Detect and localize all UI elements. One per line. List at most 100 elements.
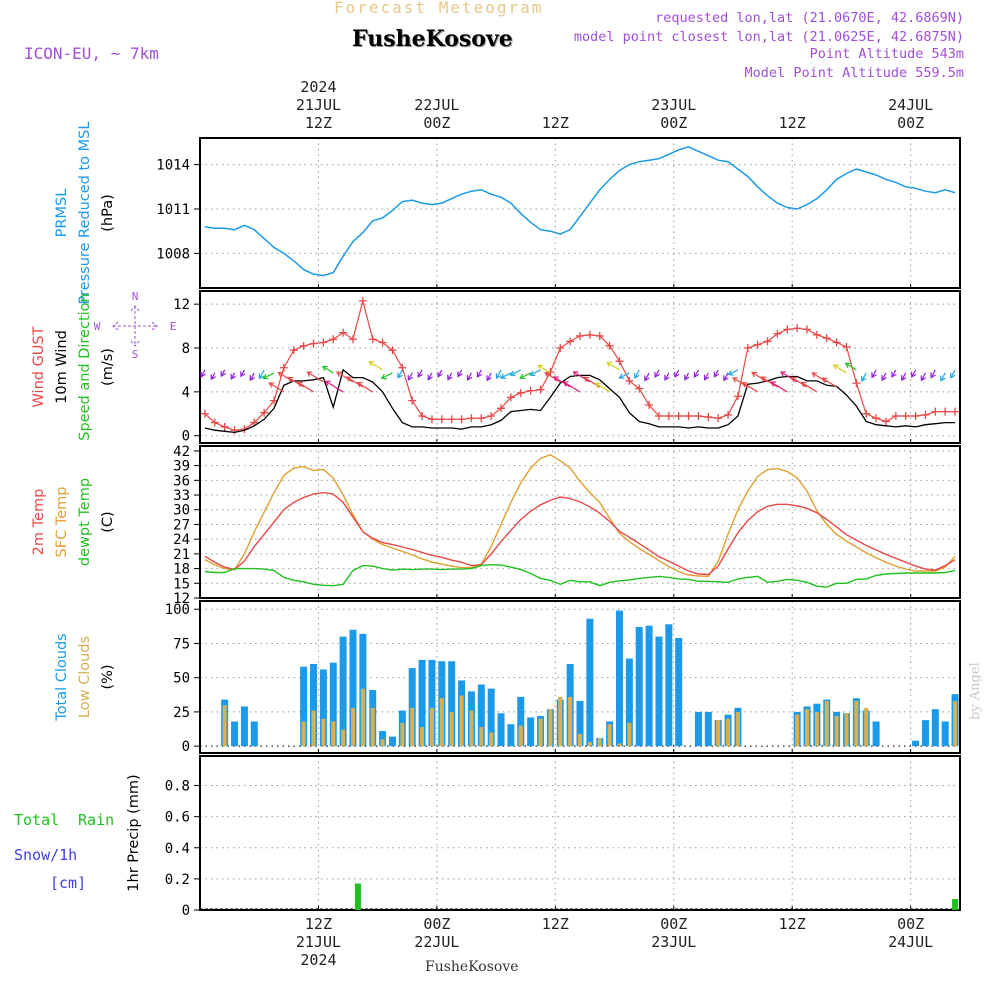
low-clouds-bar — [726, 718, 731, 747]
y-tick-label: 15 — [173, 576, 190, 592]
total-clouds-bar — [645, 625, 653, 747]
low-clouds-bar — [568, 696, 573, 747]
panel-frame — [199, 755, 961, 911]
low-clouds-bar — [864, 707, 869, 747]
wind-arrow-head — [950, 372, 956, 379]
gust-point — [684, 411, 693, 420]
low-clouds-bar — [617, 743, 622, 747]
gust-point — [467, 414, 476, 423]
low-clouds-bar — [558, 696, 563, 747]
wind-arrow-head — [495, 373, 502, 380]
y-axis-label: 10m Wind — [54, 330, 70, 404]
gust-point — [901, 411, 910, 420]
top-time-label: 00Z — [423, 114, 450, 132]
wind-direction-arrow — [664, 372, 670, 381]
wind-arrow-head — [900, 375, 907, 382]
gust-point — [645, 401, 654, 410]
wind-direction-arrow — [654, 369, 660, 378]
low-clouds-bar — [578, 733, 582, 747]
top-time-label: 00Z — [660, 114, 687, 132]
total-clouds-bar — [250, 721, 258, 747]
wind-arrow-head — [654, 371, 660, 378]
gust-point — [210, 418, 219, 427]
wind-arrow-head — [940, 375, 946, 382]
gust-point — [625, 376, 634, 385]
wind-direction-arrow — [573, 371, 591, 383]
y-axis-label: (m/s) — [100, 348, 116, 386]
gust-point — [299, 341, 308, 350]
y-axis-label: (C) — [100, 511, 116, 532]
bottom-time-label: 12Z — [305, 915, 332, 933]
gust-point — [368, 335, 377, 344]
wind-arrow-head — [920, 375, 927, 382]
wind-direction-arrow — [287, 377, 304, 388]
total-clouds-bar — [329, 662, 337, 747]
low-clouds-bar — [410, 707, 415, 747]
wind-arrow-head — [811, 372, 818, 378]
y-tick-label: 33 — [173, 488, 190, 504]
y-tick-label: 4 — [182, 385, 190, 401]
wind-direction-arrow — [397, 369, 403, 379]
gust-point — [724, 410, 733, 419]
gust-point — [803, 325, 812, 334]
wind-arrow-head — [703, 374, 710, 381]
total-clouds-bar — [339, 636, 347, 747]
wind-direction-arrow — [606, 361, 620, 371]
wind-direction-arrow — [940, 372, 946, 382]
low-clouds-bar — [350, 707, 355, 747]
bottom-time-label: 2024 — [300, 951, 336, 969]
low-clouds-bar — [469, 710, 474, 747]
wind-arrow-head — [230, 373, 236, 380]
wind-arrow-head — [324, 380, 331, 386]
low-clouds-bar — [824, 700, 829, 747]
low-clouds-bar — [301, 721, 306, 747]
y-tick-label: 25 — [173, 705, 190, 721]
gust-point — [220, 422, 229, 431]
rain-bar — [952, 899, 959, 910]
wind-arrow-head — [881, 375, 887, 382]
total-clouds-bar — [615, 610, 623, 747]
gust-point — [862, 409, 871, 418]
y-tick-label: 42 — [173, 444, 190, 460]
gust-point — [941, 407, 950, 416]
gust-point — [951, 407, 960, 416]
wind-arrow-head — [466, 374, 473, 381]
wind-arrow-head — [476, 371, 483, 378]
wind-direction-arrow — [563, 381, 581, 393]
y-tick-label: 27 — [173, 517, 190, 533]
y-tick-label: 50 — [173, 671, 190, 687]
wind-direction-arrow — [821, 377, 837, 388]
y-axis-label: Wind GUST — [31, 326, 47, 407]
low-clouds-bar — [489, 732, 494, 747]
wind-direction-arrow — [537, 364, 551, 374]
gust-point — [576, 331, 584, 340]
wind-arrow-head — [240, 371, 246, 378]
y-axis-label: (%) — [100, 664, 116, 689]
low-clouds-bar — [518, 725, 523, 747]
wind-arrow-head — [210, 374, 216, 381]
y-tick-label: 12 — [173, 591, 190, 607]
legend-snow: Snow/1h — [14, 846, 77, 864]
low-clouds-bar — [370, 707, 375, 747]
total-clouds-bar — [665, 624, 673, 747]
total-clouds-bar — [931, 709, 939, 747]
total-clouds-bar — [912, 740, 920, 747]
footer-location: FusheKosove — [425, 959, 519, 975]
gust-point — [289, 346, 298, 355]
wind-direction-arrow — [500, 372, 512, 379]
model-label: ICON-EU, ~ 7km — [24, 44, 159, 63]
y-axis-label: SFC Temp — [54, 487, 70, 558]
gust-point — [891, 411, 900, 420]
wind-arrow-head — [447, 374, 453, 381]
gust-point — [852, 379, 861, 388]
wind-arrow-head — [509, 370, 516, 377]
wind-arrow-head — [368, 361, 375, 367]
wind-arrow-head — [537, 364, 544, 371]
wind-direction-arrow — [496, 369, 502, 379]
wind-arrow-head — [891, 371, 897, 378]
gust-point — [408, 396, 417, 405]
requested-coords: requested lon,lat (21.0670E, 42.6869N) — [655, 10, 964, 26]
wind-arrow-head — [871, 372, 877, 379]
wind-arrow-head — [741, 382, 748, 388]
wind-direction-arrow — [801, 382, 818, 393]
